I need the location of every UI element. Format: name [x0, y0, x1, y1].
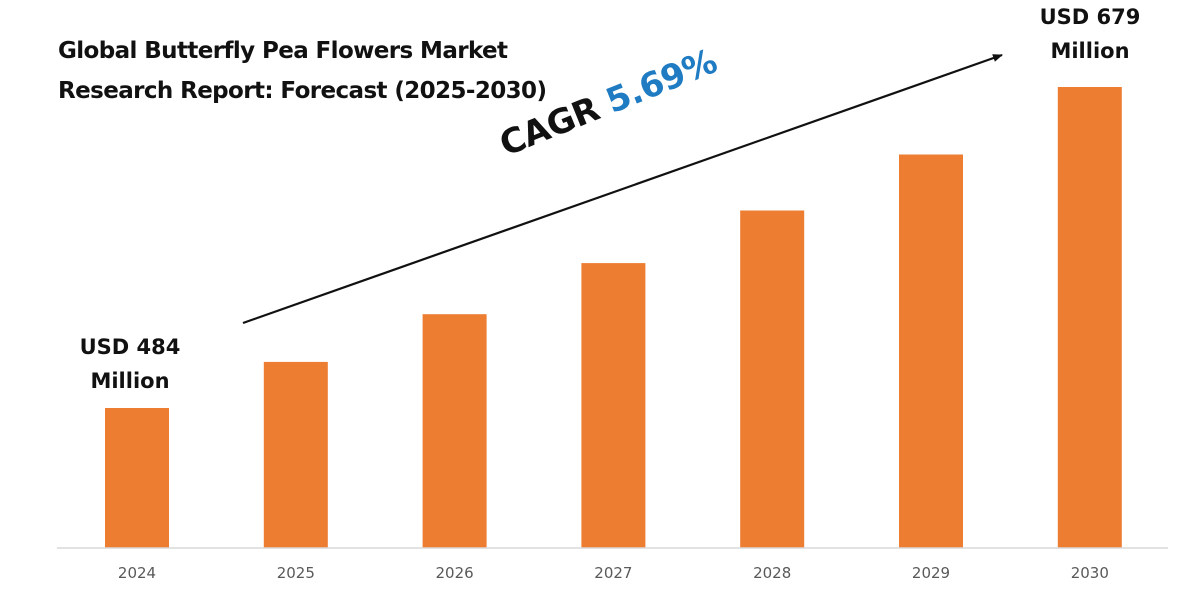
- bar-2027: [581, 263, 646, 548]
- bar-2024: [105, 408, 169, 548]
- tick-label-2028: 2028: [753, 564, 791, 582]
- bar-2025: [263, 361, 328, 548]
- tick-label-2026: 2026: [436, 564, 474, 582]
- start-value-callout: USD 484 Million: [70, 330, 190, 398]
- end-value-amount: USD 679: [1039, 5, 1141, 29]
- bar-2028: [740, 210, 805, 548]
- tick-label-2030: 2030: [1071, 564, 1109, 582]
- bar-2029: [899, 154, 963, 548]
- chart-title-line-2: Research Report: Forecast (2025-2030): [58, 78, 547, 104]
- end-value-callout: USD 679 Million: [1030, 0, 1150, 68]
- chart-title-line-1: Global Butterfly Pea Flowers Market: [58, 38, 508, 64]
- start-value-amount: USD 484: [79, 335, 181, 359]
- trend-arrow: [242, 53, 1003, 325]
- bar-2030: [1057, 87, 1122, 548]
- bar-2026: [422, 314, 487, 548]
- tick-label-2025: 2025: [277, 564, 315, 582]
- tick-label-2029: 2029: [912, 564, 950, 582]
- start-value-unit: Million: [90, 369, 170, 393]
- bars: [105, 87, 1122, 548]
- end-value-unit: Million: [1050, 39, 1130, 63]
- x-axis-tick-labels: 2024 2025 2026 2027 2028 2029 2030: [118, 564, 1109, 582]
- tick-label-2027: 2027: [594, 564, 632, 582]
- tick-label-2024: 2024: [118, 564, 156, 582]
